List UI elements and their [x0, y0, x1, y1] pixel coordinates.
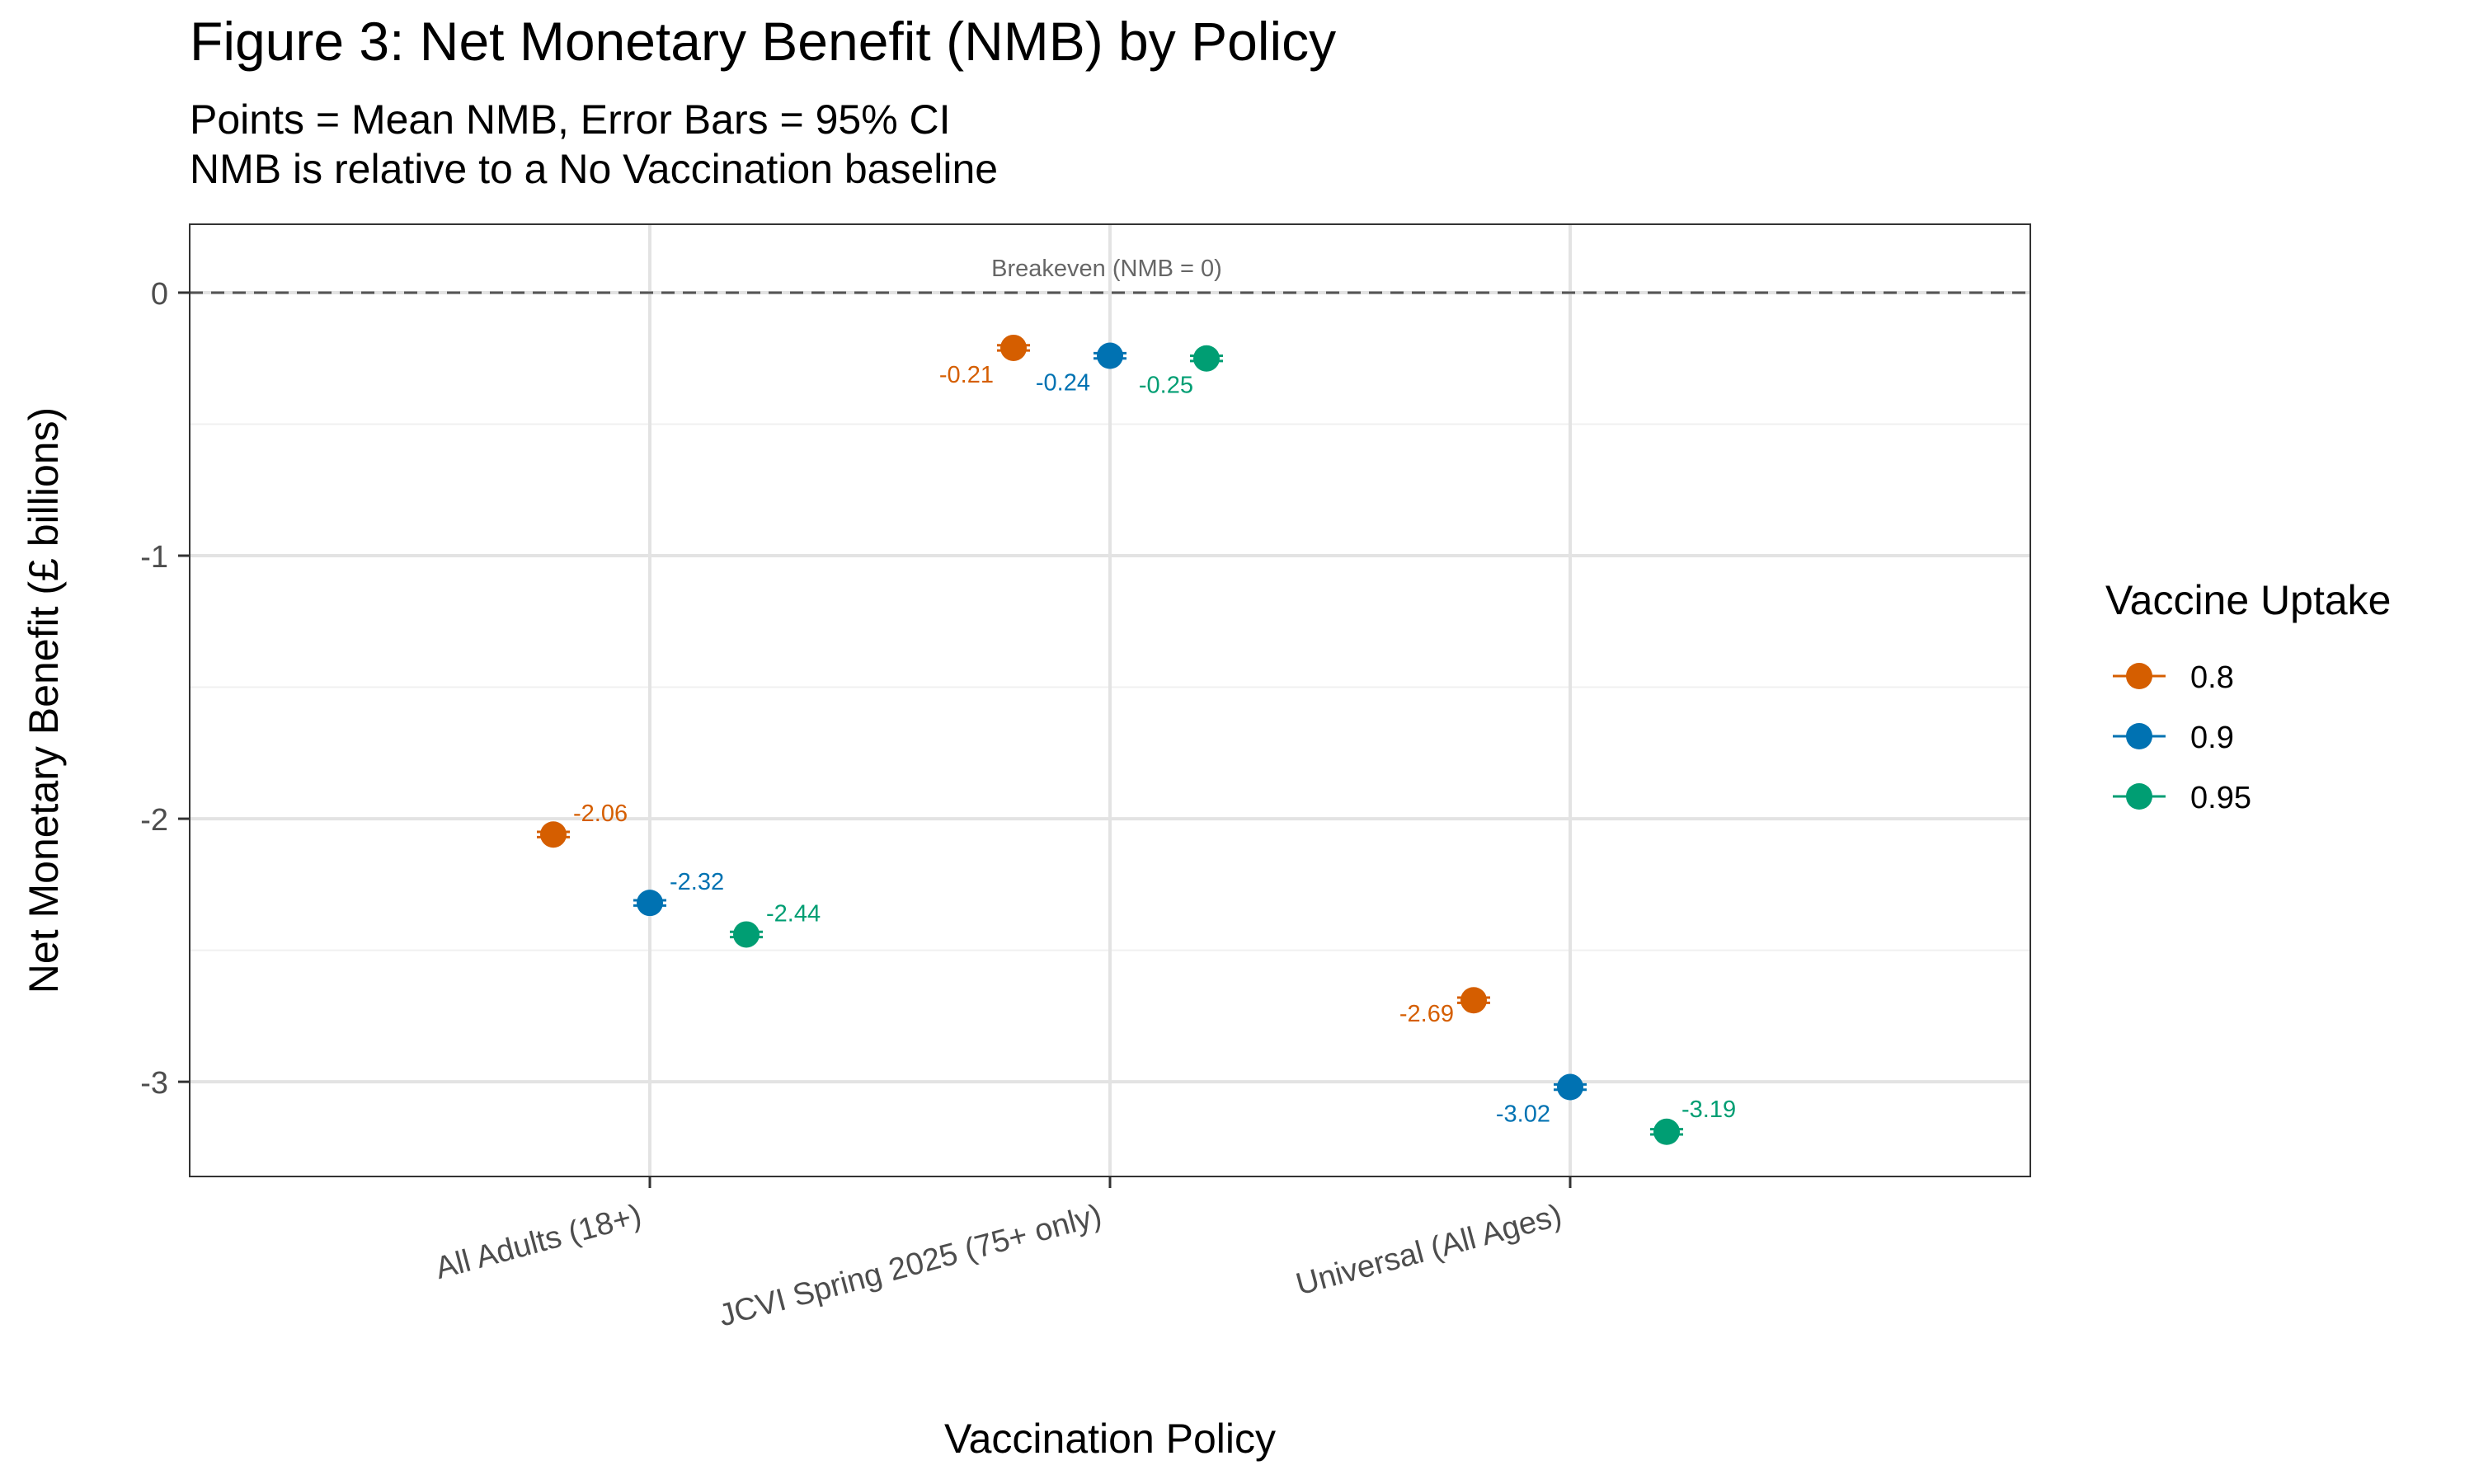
- y-tick-label: -2: [140, 803, 168, 838]
- reference-line-group: Breakeven (NMB = 0): [190, 256, 2030, 294]
- legend-key-point: [2126, 783, 2152, 810]
- data-label: -0.21: [939, 362, 994, 388]
- data-series: -2.06 -0.21 -2.69 -2.32 -0.24 -3.02 -2.44 -0.25…: [537, 334, 1736, 1145]
- y-tick-label: 0: [151, 277, 168, 312]
- chart-subtitle-line-1: Points = Mean NMB, Error Bars = 95% CI: [190, 96, 951, 143]
- data-point: [1193, 345, 1220, 372]
- legend-key-point: [2126, 723, 2152, 749]
- data-label: -0.25: [1139, 373, 1193, 399]
- legend-item-0.8: 0.8: [2113, 660, 2234, 695]
- x-tick-label: All Adults (18+): [432, 1198, 646, 1286]
- legend-title: Vaccine Uptake: [2105, 577, 2391, 623]
- breakeven-label: Breakeven (NMB = 0): [991, 256, 1222, 282]
- legend-label: 0.95: [2190, 781, 2251, 815]
- data-label: -0.24: [1036, 370, 1090, 397]
- data-label: -2.44: [766, 900, 821, 927]
- data-label: -2.32: [670, 869, 724, 895]
- data-label: -2.69: [1399, 1001, 1454, 1027]
- data-point: [1653, 1118, 1680, 1145]
- axes: 0 -1 -2 -3 All Adults (18+) JCVI Spring 2025 …: [21, 277, 1572, 1462]
- data-label: -3.02: [1496, 1101, 1550, 1128]
- legend: Vaccine Uptake 0.8 0.9 0.95: [2105, 577, 2391, 815]
- legend-key-point: [2126, 663, 2152, 689]
- chart-subtitle-line-2: NMB is relative to a No Vaccination base…: [190, 146, 999, 192]
- data-point: [1460, 987, 1487, 1014]
- x-tick-label: JCVI Spring 2025 (75+ only): [715, 1198, 1105, 1333]
- y-tick-label: -1: [140, 540, 168, 575]
- x-tick-label: Universal (All Ages): [1292, 1198, 1565, 1302]
- data-point: [1097, 342, 1123, 369]
- chart-title: Figure 3: Net Monetary Benefit (NMB) by …: [190, 11, 1337, 72]
- data-label: -2.06: [573, 801, 628, 827]
- data-point: [637, 890, 663, 917]
- legend-label: 0.9: [2190, 721, 2234, 755]
- data-point: [1557, 1073, 1583, 1101]
- data-point: [733, 921, 760, 948]
- x-axis-title: Vaccination Policy: [944, 1416, 1276, 1462]
- data-point: [540, 821, 567, 848]
- legend-item-0.95: 0.95: [2113, 781, 2251, 815]
- series-0.9: -2.32 -0.24 -3.02: [633, 342, 1587, 1128]
- data-label: -3.19: [1681, 1097, 1736, 1123]
- y-tick-label: -3: [140, 1066, 168, 1101]
- legend-label: 0.8: [2190, 660, 2234, 695]
- y-axis-title: Net Monetary Benefit (£ billions): [21, 407, 67, 993]
- legend-item-0.9: 0.9: [2113, 721, 2234, 755]
- data-point: [1000, 334, 1027, 361]
- series-0.8: -2.06 -0.21 -2.69: [537, 334, 1490, 1027]
- series-0.95: -2.44 -0.25 -3.19: [730, 345, 1736, 1145]
